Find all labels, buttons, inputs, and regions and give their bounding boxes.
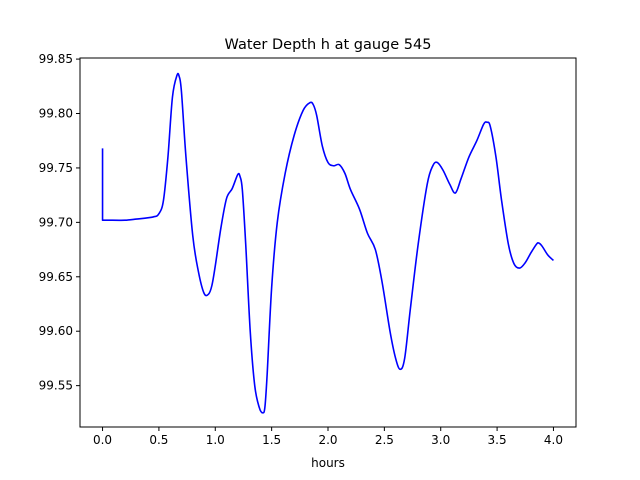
x-tick-label: 3.5 xyxy=(488,433,507,447)
x-axis-label: hours xyxy=(311,456,345,470)
y-tick-label: 99.55 xyxy=(39,379,73,393)
y-tick-label: 99.70 xyxy=(39,215,73,229)
x-tick-label: 0.5 xyxy=(149,433,168,447)
y-tick-label: 99.65 xyxy=(39,270,73,284)
x-tick-label: 2.5 xyxy=(375,433,394,447)
y-tick-label: 99.75 xyxy=(39,161,73,175)
x-axis-ticks: 0.0 0.5 1.0 1.5 2.0 2.5 3.0 3.5 4.0 xyxy=(93,427,563,447)
y-tick-label: 99.60 xyxy=(39,324,73,338)
y-tick-label: 99.80 xyxy=(39,107,73,121)
plot-frame xyxy=(79,57,577,428)
chart-title: Water Depth h at gauge 545 xyxy=(225,37,432,53)
series-line-0 xyxy=(101,72,555,414)
y-tick-label: 99.85 xyxy=(39,52,73,66)
x-tick-label: 3.0 xyxy=(431,433,450,447)
x-tick-label: 0.0 xyxy=(93,433,112,447)
plot-area xyxy=(101,72,555,414)
y-axis-ticks: 99.55 99.60 99.65 99.70 99.75 99.80 99.85 xyxy=(39,52,80,393)
x-tick-label: 2.0 xyxy=(318,433,337,447)
x-tick-label: 4.0 xyxy=(544,433,563,447)
x-tick-label: 1.5 xyxy=(262,433,281,447)
x-tick-label: 1.0 xyxy=(206,433,225,447)
